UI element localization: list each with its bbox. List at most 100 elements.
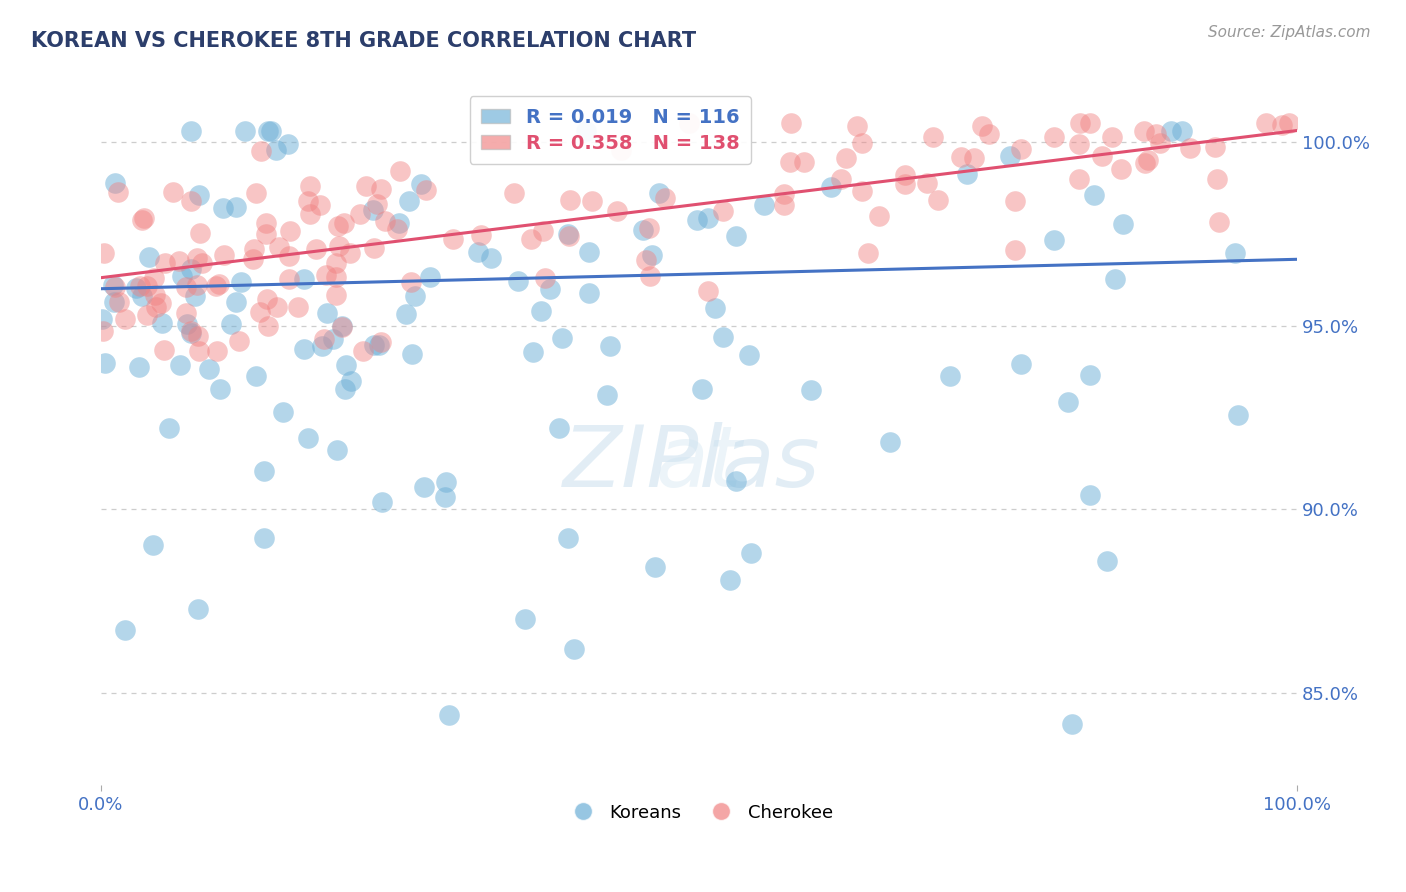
Point: [479, 251, 502, 265]
Point: [361, 203, 384, 218]
Point: [800, 383, 823, 397]
Point: [125, 281, 148, 295]
Point: [1271, 119, 1294, 133]
Point: [271, 405, 294, 419]
Point: [370, 495, 392, 509]
Point: [354, 178, 377, 193]
Point: [278, 224, 301, 238]
Point: [1278, 116, 1301, 130]
Point: [143, 288, 166, 302]
Point: [1083, 188, 1105, 202]
Point: [243, 242, 266, 256]
Point: [129, 279, 152, 293]
Point: [174, 280, 197, 294]
Point: [1256, 116, 1278, 130]
Point: [704, 301, 727, 315]
Point: [1010, 142, 1032, 156]
Point: [1060, 716, 1083, 731]
Point: [779, 154, 801, 169]
Point: [1204, 139, 1226, 153]
Point: [229, 275, 252, 289]
Point: [388, 216, 411, 230]
Point: [316, 306, 339, 320]
Point: [1223, 245, 1246, 260]
Point: [152, 343, 174, 357]
Point: [162, 186, 184, 200]
Point: [245, 186, 267, 201]
Point: [278, 249, 301, 263]
Point: [188, 188, 211, 202]
Point: [107, 294, 129, 309]
Point: [415, 183, 437, 197]
Point: [409, 177, 432, 191]
Point: [949, 150, 972, 164]
Point: [638, 269, 661, 284]
Point: [136, 308, 159, 322]
Point: [145, 300, 167, 314]
Point: [1149, 136, 1171, 150]
Point: [1069, 116, 1091, 130]
Point: [180, 123, 202, 137]
Point: [101, 277, 124, 292]
Point: [433, 490, 456, 504]
Point: [225, 294, 247, 309]
Point: [737, 348, 759, 362]
Point: [1042, 233, 1064, 247]
Point: [531, 224, 554, 238]
Point: [257, 123, 280, 137]
Point: [315, 268, 337, 282]
Point: [533, 270, 555, 285]
Text: las: las: [699, 423, 821, 506]
Point: [304, 242, 326, 256]
Point: [894, 169, 917, 183]
Point: [939, 368, 962, 383]
Point: [208, 277, 231, 292]
Point: [157, 421, 180, 435]
Point: [150, 295, 173, 310]
Point: [339, 246, 361, 260]
Point: [197, 362, 219, 376]
Point: [856, 246, 879, 260]
Point: [333, 216, 356, 230]
Point: [328, 239, 350, 253]
Point: [562, 642, 585, 657]
Point: [250, 145, 273, 159]
Point: [91, 324, 114, 338]
Point: [846, 120, 869, 134]
Point: [998, 149, 1021, 163]
Point: [292, 342, 315, 356]
Point: [328, 219, 350, 233]
Point: [325, 256, 347, 270]
Point: [508, 274, 530, 288]
Point: [131, 212, 153, 227]
Point: [269, 240, 291, 254]
Point: [638, 221, 661, 235]
Point: [830, 172, 852, 186]
Point: [138, 251, 160, 265]
Point: [1091, 148, 1114, 162]
Point: [169, 358, 191, 372]
Point: [257, 319, 280, 334]
Point: [278, 272, 301, 286]
Point: [385, 222, 408, 236]
Point: [711, 203, 734, 218]
Point: [793, 154, 815, 169]
Point: [1144, 127, 1167, 141]
Point: [644, 560, 666, 574]
Point: [1004, 243, 1026, 257]
Point: [879, 435, 901, 450]
Text: KOREAN VS CHEROKEE 8TH GRADE CORRELATION CHART: KOREAN VS CHEROKEE 8TH GRADE CORRELATION…: [31, 31, 696, 51]
Point: [470, 228, 492, 243]
Point: [187, 344, 209, 359]
Point: [253, 464, 276, 478]
Point: [132, 211, 155, 226]
Point: [204, 279, 226, 293]
Point: [467, 245, 489, 260]
Point: [581, 194, 603, 209]
Point: [363, 241, 385, 255]
Point: [370, 182, 392, 196]
Point: [142, 539, 165, 553]
Point: [654, 191, 676, 205]
Point: [773, 186, 796, 201]
Point: [575, 123, 598, 137]
